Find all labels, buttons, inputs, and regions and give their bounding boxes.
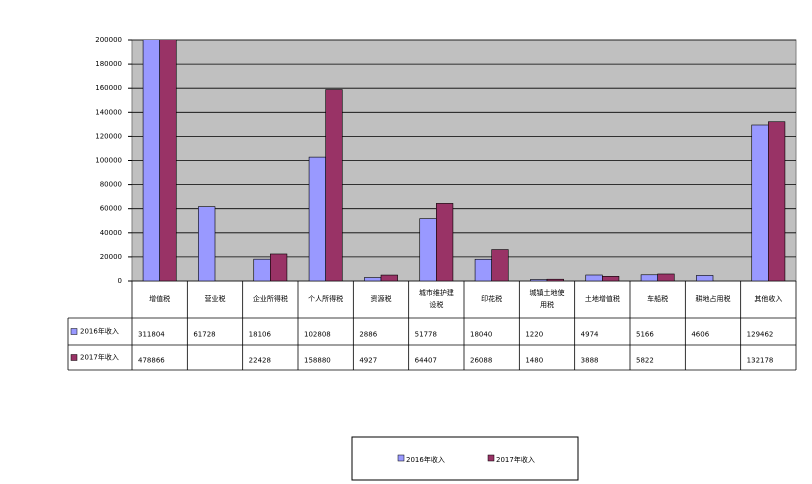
legend-box [351,436,579,481]
bar [325,89,343,281]
table-value: 4927 [359,357,377,365]
table-legend-key [70,354,78,361]
table-value: 1480 [525,357,543,365]
table-value: 102808 [304,331,331,339]
bar [768,121,786,281]
table-value: 5822 [636,357,654,365]
x-tick-label: 印花税 [481,294,502,303]
x-tick-label: 其他收入 [754,294,782,303]
bar [308,156,326,281]
x-tick-label: 增值税 [149,294,170,303]
bar [491,249,509,281]
table-value: 311804 [138,331,165,339]
bar [270,253,288,281]
table-value: 26088 [470,357,492,365]
table-value: 51778 [415,331,437,339]
x-tick-label: 车船税 [647,294,668,303]
y-tick-label: 20000 [100,253,122,261]
y-tick-label: 160000 [95,84,122,92]
y-tick-label: 0 [118,277,122,285]
table-value: 3888 [581,357,599,365]
bar [253,258,271,281]
legend-label: 2017年收入 [496,455,535,464]
x-tick-label: 营业税 [205,294,226,303]
bar [198,206,216,281]
bar [530,279,548,281]
bar [474,258,492,281]
bar [640,274,658,281]
y-tick-label: 140000 [95,108,122,116]
bar [751,124,769,281]
table-value: 1220 [525,331,543,339]
x-tick-label: 企业所得税 [253,294,288,303]
table-value: 158880 [304,357,331,365]
table-value: 18106 [249,331,272,339]
table-value: 4974 [581,331,599,339]
bar [585,274,603,281]
table-value: 132178 [747,357,774,365]
x-tick-label: 土地增值税 [585,294,620,303]
table-value: 129462 [747,331,774,339]
table-value: 2886 [359,331,377,339]
table-value: 4606 [691,331,709,339]
table-value: 22428 [249,357,271,365]
bar [142,40,160,281]
x-tick-label: 资源税 [371,294,392,303]
table-series-name: 2017年收入 [80,353,119,362]
bar [159,40,177,281]
table-legend-key [70,328,78,335]
table-value: 478866 [138,357,165,365]
y-tick-label: 80000 [100,181,122,189]
bar [602,276,620,281]
bar [696,275,714,281]
table-series-name: 2016年收入 [80,327,119,336]
x-tick-label: 城镇土地使用税 [530,288,565,309]
x-tick-label: 耕地占用税 [696,294,731,303]
y-tick-label: 60000 [100,205,122,213]
y-tick-label: 120000 [95,132,122,140]
y-tick-label: 40000 [100,229,122,237]
table-value: 5166 [636,331,654,339]
legend-key [487,454,495,462]
bar [380,274,398,281]
x-tick-label: 个人所得税 [308,294,343,303]
bar [657,273,675,281]
bar [436,203,454,281]
y-tick-label: 100000 [95,157,122,165]
bar [546,278,564,281]
legend-label: 2016年收入 [406,455,445,464]
table-value: 18040 [470,331,492,339]
bars [142,40,786,281]
bar [364,277,382,281]
table-value: 61728 [193,331,215,339]
table-value: 64407 [415,357,437,365]
y-tick-label: 200000 [95,36,122,44]
y-tick-label: 180000 [95,60,122,68]
bar [419,218,437,281]
legend-key [397,454,405,462]
x-tick-label: 城市维护建设税 [419,288,454,309]
